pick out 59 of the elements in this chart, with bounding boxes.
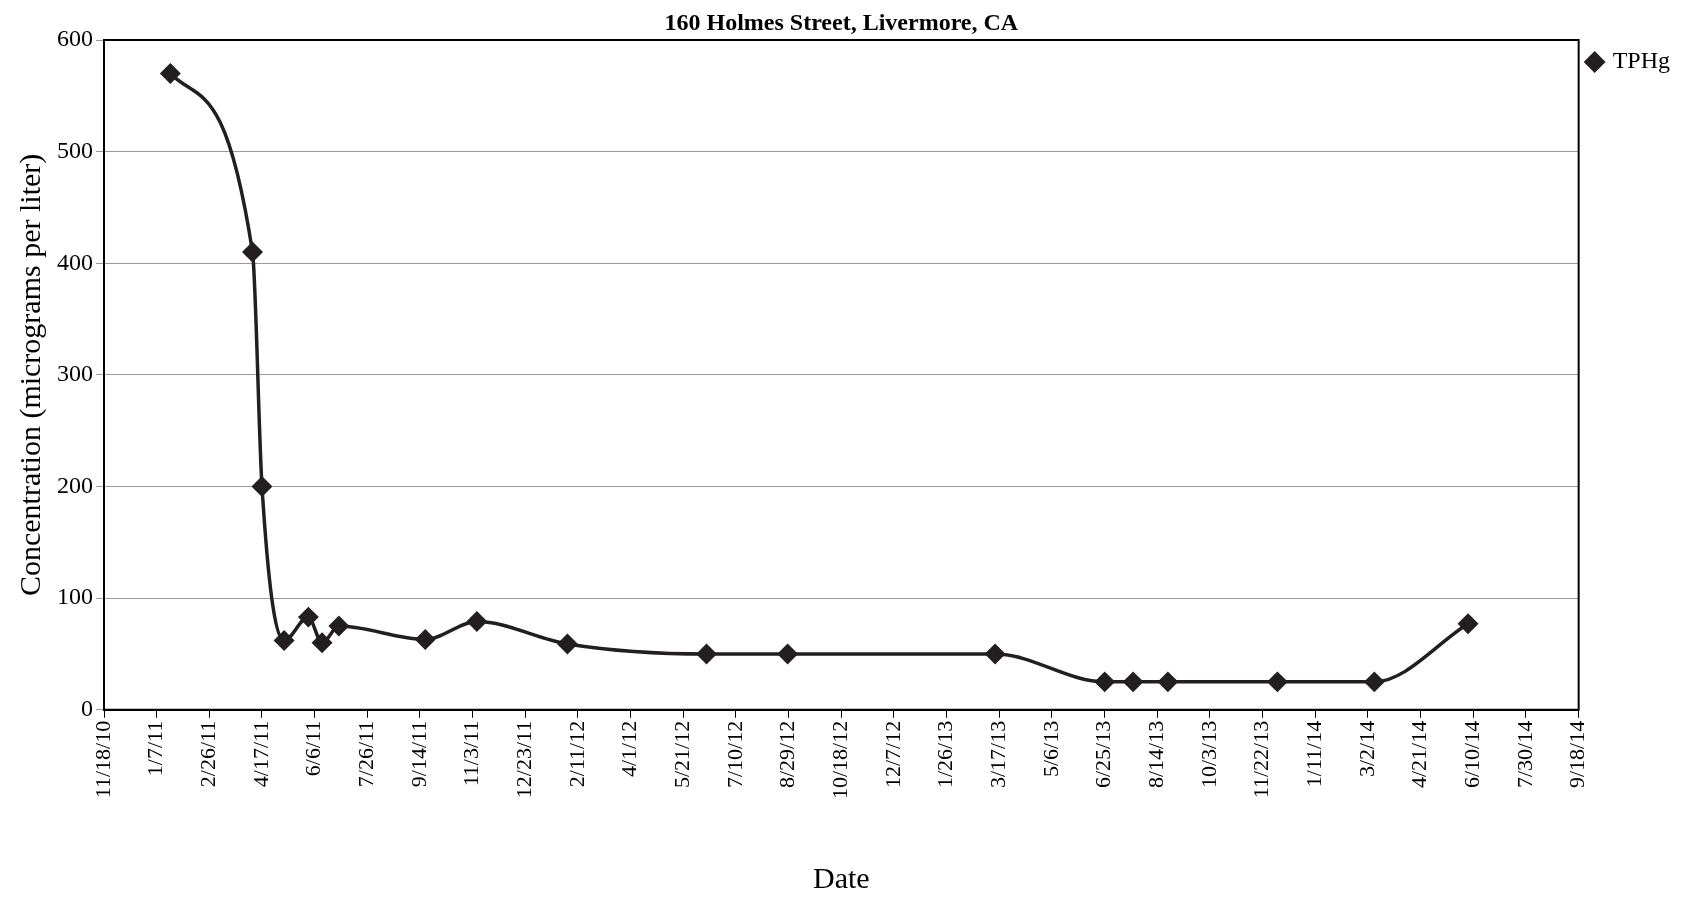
- point: [1267, 672, 1288, 692]
- x-tick-label: 9/14/11: [405, 720, 431, 788]
- x-tick-label: 5/6/13: [1037, 720, 1063, 778]
- x-tick-label: 7/30/14: [1511, 720, 1537, 789]
- point: [1123, 672, 1143, 692]
- x-tick-label: 1/11/14: [1301, 720, 1327, 788]
- x-tick-label: 2/11/12: [563, 720, 589, 788]
- x-tick-label: 7/26/11: [353, 720, 379, 788]
- x-tick-label: 7/10/12: [721, 720, 747, 789]
- x-tick-label: 10/18/12: [827, 720, 853, 800]
- x-tick-label: 1/7/11: [142, 720, 168, 777]
- x-tick-label: 3/17/13: [985, 720, 1011, 789]
- point: [1364, 672, 1385, 692]
- y-tick-label: 100: [57, 583, 93, 610]
- y-tick-label: 200: [57, 471, 93, 498]
- y-tick-label: 600: [57, 25, 93, 52]
- point: [1458, 614, 1478, 634]
- x-tick-label: 11/18/10: [89, 720, 115, 799]
- x-axis-title: Date: [813, 860, 870, 894]
- point: [557, 634, 578, 654]
- x-tick-label: 12/7/12: [879, 720, 905, 789]
- point: [252, 476, 272, 497]
- x-tick-label: 8/29/12: [774, 720, 800, 789]
- y-axis-title: Concentration (micrograms per liter): [12, 153, 47, 597]
- point: [298, 607, 319, 627]
- x-tick-label: 6/25/13: [1090, 720, 1116, 789]
- x-tick-label: 6/10/14: [1459, 720, 1485, 789]
- point: [160, 63, 181, 84]
- x-tick-label: 10/3/13: [1195, 720, 1221, 789]
- y-tick-label: 400: [57, 248, 93, 275]
- x-tick-label: 11/22/13: [1248, 720, 1274, 799]
- point: [696, 644, 717, 664]
- point: [415, 629, 436, 650]
- point: [242, 242, 263, 262]
- legend-label: TPHg: [1612, 47, 1670, 74]
- x-tick-label: 5/21/12: [669, 720, 695, 789]
- y-tick-label: 300: [57, 360, 93, 387]
- point: [467, 611, 487, 632]
- point: [1158, 672, 1178, 692]
- chart-title: 160 Holmes Street, Livermore, CA: [664, 9, 1019, 36]
- x-tick-label: 11/3/11: [458, 720, 484, 787]
- point: [1094, 672, 1115, 692]
- point: [985, 644, 1005, 664]
- x-tick-label: 9/18/14: [1564, 720, 1590, 789]
- x-tick-label: 2/26/11: [195, 720, 221, 788]
- y-tick-label: 500: [57, 136, 93, 163]
- point: [329, 616, 349, 636]
- point: [312, 633, 332, 653]
- x-tick-label: 8/14/13: [1143, 720, 1169, 789]
- y-tick-label: 0: [81, 695, 93, 722]
- x-tick-label: 1/26/13: [932, 720, 958, 789]
- x-tick-label: 4/1/12: [616, 720, 642, 778]
- point: [777, 644, 798, 664]
- x-tick-label: 4/21/14: [1406, 720, 1432, 789]
- point: [274, 630, 294, 651]
- x-tick-label: 12/23/11: [511, 720, 537, 799]
- x-tick-label: 6/6/11: [300, 720, 326, 777]
- x-tick-label: 3/2/14: [1353, 720, 1379, 778]
- x-tick-label: 4/17/11: [247, 720, 273, 788]
